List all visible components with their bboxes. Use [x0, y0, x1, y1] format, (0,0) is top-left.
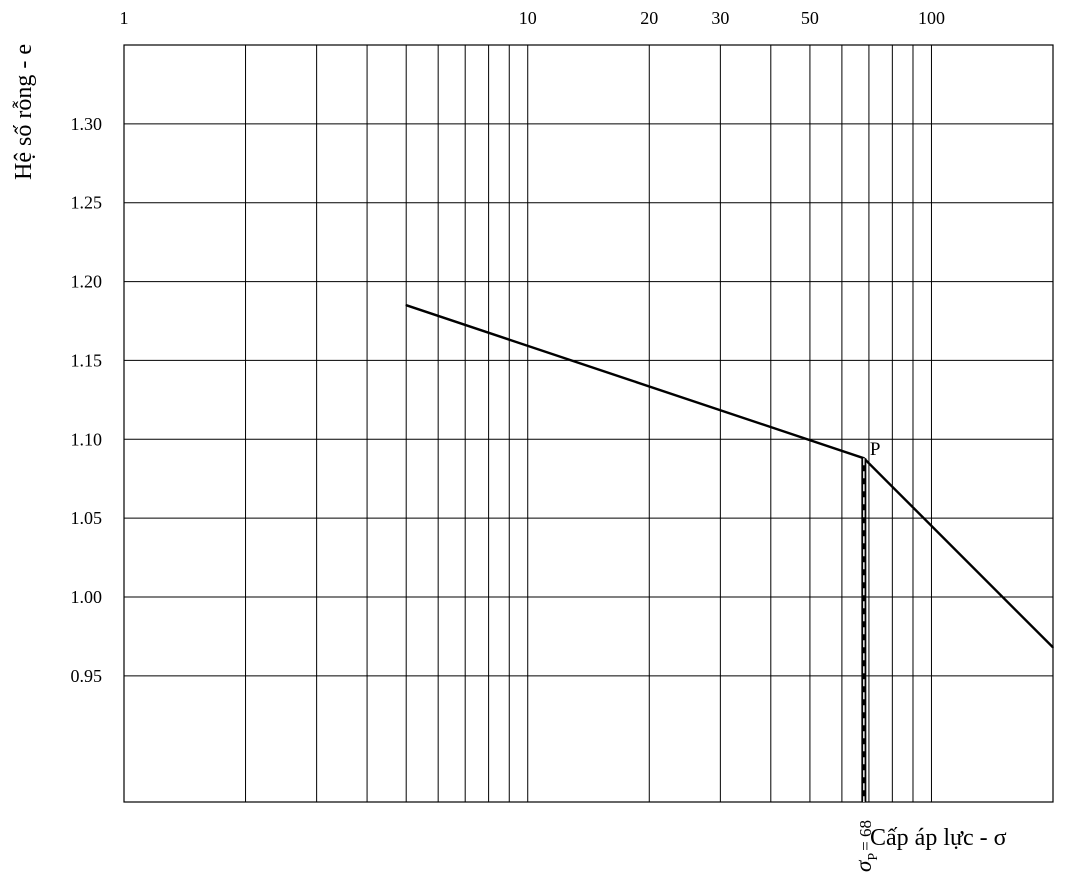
- vertical-gridlines: [123, 45, 1054, 802]
- x-tick-label: 10: [519, 8, 537, 28]
- y-tick-label: 1.25: [71, 193, 103, 213]
- y-tick-label: 0.95: [71, 666, 103, 686]
- y-tick-label: 1.10: [71, 429, 103, 449]
- horizontal-gridlines: [124, 123, 1053, 677]
- x-tick-label: 100: [918, 8, 945, 28]
- series-point: [405, 304, 407, 307]
- x-tick-label: 30: [711, 8, 729, 28]
- y-tick-label: 1.15: [71, 350, 103, 370]
- series-point: [1052, 646, 1054, 649]
- x-tick-labels: 1 10 20 30 50 100: [120, 8, 945, 28]
- y-tick-label: 1.05: [71, 508, 103, 528]
- y-tick-label: 1.00: [71, 587, 103, 607]
- sigma-p-value: = 68: [856, 820, 875, 851]
- point-p-label: P: [870, 439, 881, 460]
- y-tick-labels: 0.95 1.00 1.05 1.10 1.15 1.20 1.25 1.30: [71, 114, 103, 686]
- x-tick-label: 20: [640, 8, 658, 28]
- sigma-p-label: σP = 68: [851, 820, 881, 872]
- x-tick-label: 50: [801, 8, 819, 28]
- y-tick-label: 1.20: [71, 272, 103, 292]
- x-axis-title: Cấp áp lực - σ: [870, 825, 1007, 851]
- sigma-p-symbol: σ: [851, 859, 876, 872]
- series-line: [405, 304, 1054, 649]
- y-axis-title: Hệ số rỗng - e: [11, 44, 37, 180]
- y-tick-label: 1.30: [71, 114, 103, 134]
- annotation-layer: P σP= 68: [851, 439, 881, 872]
- plot-frame: [123, 44, 1054, 803]
- sigma-p-subscript: P: [866, 853, 881, 861]
- x-tick-label: 1: [120, 8, 129, 28]
